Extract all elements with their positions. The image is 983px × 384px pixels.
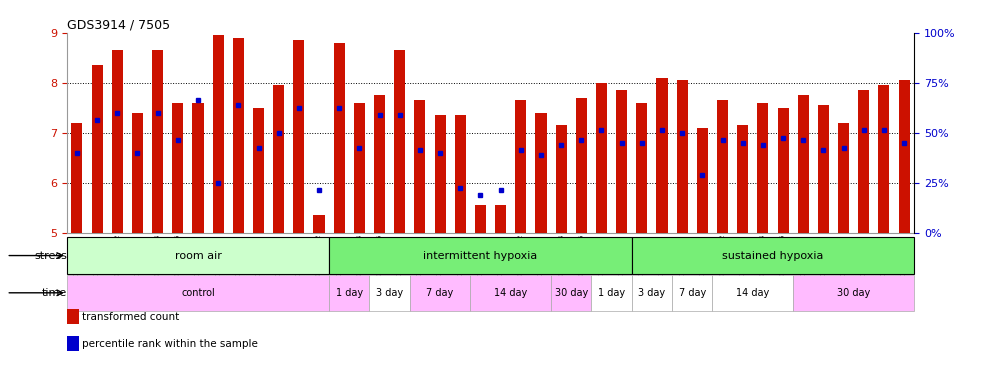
Bar bbox=[172, 103, 184, 233]
Bar bbox=[152, 50, 163, 233]
Bar bbox=[676, 80, 688, 233]
Bar bbox=[515, 100, 526, 233]
Bar bbox=[91, 65, 102, 233]
Text: stress: stress bbox=[34, 250, 67, 261]
Text: 30 day: 30 day bbox=[554, 288, 588, 298]
Text: transformed count: transformed count bbox=[82, 312, 179, 322]
Bar bbox=[858, 90, 869, 233]
Bar bbox=[333, 43, 345, 233]
Text: 7 day: 7 day bbox=[678, 288, 706, 298]
Bar bbox=[672, 275, 713, 311]
Bar bbox=[273, 85, 284, 233]
Text: 1 day: 1 day bbox=[598, 288, 625, 298]
Bar bbox=[329, 275, 370, 311]
Bar bbox=[596, 83, 607, 233]
Bar bbox=[410, 275, 470, 311]
Bar bbox=[374, 95, 385, 233]
Text: sustained hypoxia: sustained hypoxia bbox=[723, 250, 824, 261]
Bar bbox=[797, 95, 809, 233]
Bar bbox=[737, 125, 748, 233]
Text: control: control bbox=[181, 288, 215, 298]
Text: 7 day: 7 day bbox=[427, 288, 454, 298]
Bar bbox=[555, 125, 566, 233]
Bar bbox=[132, 113, 143, 233]
Text: 3 day: 3 day bbox=[376, 288, 403, 298]
Bar bbox=[576, 98, 587, 233]
Bar bbox=[475, 205, 486, 233]
Bar bbox=[253, 108, 264, 233]
Text: intermittent hypoxia: intermittent hypoxia bbox=[424, 250, 538, 261]
Bar bbox=[293, 40, 305, 233]
Bar bbox=[193, 103, 203, 233]
Bar bbox=[455, 115, 466, 233]
Text: room air: room air bbox=[175, 250, 221, 261]
Bar bbox=[632, 275, 672, 311]
Text: 14 day: 14 day bbox=[494, 288, 527, 298]
Text: GDS3914 / 7505: GDS3914 / 7505 bbox=[67, 18, 170, 31]
Text: 1 day: 1 day bbox=[336, 288, 363, 298]
Bar bbox=[394, 50, 405, 233]
Text: time: time bbox=[41, 288, 67, 298]
Bar bbox=[838, 122, 849, 233]
Text: 30 day: 30 day bbox=[838, 288, 870, 298]
Bar bbox=[212, 35, 224, 233]
Bar bbox=[898, 80, 909, 233]
Bar bbox=[72, 122, 83, 233]
Bar bbox=[793, 275, 914, 311]
Bar bbox=[616, 90, 627, 233]
Bar bbox=[67, 237, 329, 274]
Bar bbox=[879, 85, 890, 233]
Bar bbox=[632, 237, 914, 274]
Bar bbox=[717, 100, 728, 233]
Bar bbox=[415, 100, 426, 233]
Bar bbox=[495, 205, 506, 233]
Bar bbox=[818, 105, 829, 233]
Bar bbox=[470, 275, 551, 311]
Bar bbox=[757, 103, 769, 233]
Bar bbox=[713, 275, 793, 311]
Text: 3 day: 3 day bbox=[638, 288, 665, 298]
Bar bbox=[778, 108, 788, 233]
Bar bbox=[551, 275, 592, 311]
Bar bbox=[636, 103, 648, 233]
Bar bbox=[592, 275, 632, 311]
Text: percentile rank within the sample: percentile rank within the sample bbox=[82, 339, 258, 349]
Bar bbox=[697, 127, 708, 233]
Bar bbox=[536, 113, 547, 233]
Bar bbox=[354, 103, 365, 233]
Bar bbox=[314, 215, 324, 233]
Text: 14 day: 14 day bbox=[736, 288, 770, 298]
Bar bbox=[657, 78, 667, 233]
Bar bbox=[67, 275, 329, 311]
Bar bbox=[112, 50, 123, 233]
Bar bbox=[233, 38, 244, 233]
Bar bbox=[434, 115, 445, 233]
Bar bbox=[329, 237, 632, 274]
Bar bbox=[370, 275, 410, 311]
